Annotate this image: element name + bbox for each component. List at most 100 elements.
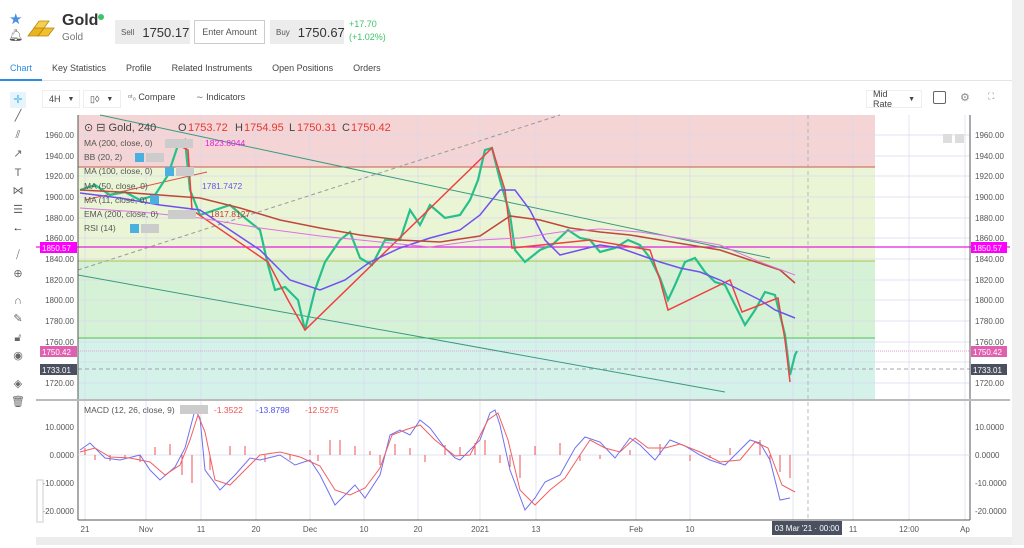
macd-control-icons bbox=[180, 405, 208, 414]
right-scrollbar[interactable] bbox=[1012, 0, 1024, 545]
amount-input[interactable]: Enter Amount bbox=[194, 20, 265, 44]
fib-icon[interactable]: ↗ bbox=[13, 148, 23, 160]
instrument-subtitle: Gold bbox=[62, 32, 84, 43]
svg-text:0.0000: 0.0000 bbox=[975, 451, 1000, 460]
panel-collapse-handle bbox=[36, 479, 44, 523]
study-ema200: EMA (200, close, 0) bbox=[84, 209, 158, 219]
marker-last-right: 1750.42 bbox=[973, 348, 1002, 357]
svg-text:1817.8127: 1817.8127 bbox=[210, 209, 250, 219]
crosshair-icon[interactable]: ✛ bbox=[10, 92, 26, 108]
svg-text:1840.00: 1840.00 bbox=[975, 255, 1004, 264]
pattern-icon[interactable]: ⋈ bbox=[12, 185, 24, 197]
fullscreen-icon[interactable]: ⛶ bbox=[988, 91, 995, 101]
study-control-icons bbox=[130, 139, 196, 233]
sell-button[interactable]: Sell 1750.17 bbox=[115, 20, 190, 44]
svg-text:1753.72: 1753.72 bbox=[188, 122, 228, 134]
change-percent: (+1.02%) bbox=[349, 32, 386, 42]
chart-type-select[interactable]: ▯◊ ▼ bbox=[83, 90, 121, 108]
price-chart-svg[interactable]: ⊙ ⊟ Gold, 240 O 1753.72 H 1754.95 L 1750… bbox=[36, 113, 1010, 543]
zoom-in-icon[interactable]: ⊕ bbox=[13, 268, 23, 280]
back-arrow-icon[interactable]: ← bbox=[12, 222, 24, 234]
zone-red bbox=[78, 115, 875, 167]
snapshot-checkbox[interactable] bbox=[933, 91, 946, 104]
eye-icon[interactable]: ◉ bbox=[13, 350, 23, 362]
study-ma11: MA (11, close, 0) bbox=[84, 195, 147, 205]
timeframe-select[interactable]: 4H ▼ bbox=[42, 90, 80, 108]
svg-text:13: 13 bbox=[532, 525, 541, 534]
tab-related-instruments[interactable]: Related Instruments bbox=[171, 63, 253, 73]
instrument-header: ★ 🔔︎ Gold Gold Sell 1750.17 Enter Amount… bbox=[0, 0, 1024, 52]
svg-text:10.0000: 10.0000 bbox=[975, 423, 1004, 432]
svg-text:-20.0000: -20.0000 bbox=[975, 507, 1007, 516]
svg-text:1754.95: 1754.95 bbox=[244, 122, 284, 134]
svg-text:1880.00: 1880.00 bbox=[45, 214, 74, 223]
macd-value: -13.8798 bbox=[256, 405, 290, 415]
svg-text:H: H bbox=[235, 122, 243, 134]
chevron-down-icon: ▼ bbox=[908, 95, 915, 103]
price-change: +17.70 (+1.02%) bbox=[349, 18, 386, 44]
trash-icon[interactable]: 🗑︎ bbox=[11, 396, 25, 408]
instrument-title: Gold bbox=[62, 12, 99, 29]
svg-text:1880.00: 1880.00 bbox=[975, 214, 1004, 223]
svg-text:1760.00: 1760.00 bbox=[975, 338, 1004, 347]
pitchfork-icon[interactable]: ⫽ bbox=[15, 129, 21, 141]
alert-bell-icon[interactable]: 🔔︎ bbox=[8, 28, 24, 42]
change-absolute: +17.70 bbox=[349, 19, 377, 29]
chevron-down-icon: ▼ bbox=[67, 95, 75, 103]
pencil-lock-icon[interactable]: ✎ bbox=[13, 313, 23, 325]
magnet-icon[interactable]: ∩ bbox=[14, 295, 22, 307]
favorite-star-icon[interactable]: ★ bbox=[9, 11, 23, 28]
sell-label: Sell bbox=[121, 27, 135, 37]
svg-text:10.0000: 10.0000 bbox=[45, 423, 74, 432]
svg-text:-10.0000: -10.0000 bbox=[42, 479, 74, 488]
marker-last-left: 1750.42 bbox=[42, 348, 71, 357]
ruler-icon[interactable]: ⧸ bbox=[16, 249, 20, 261]
measure-icon[interactable]: ☰ bbox=[13, 204, 23, 216]
svg-text:11: 11 bbox=[197, 525, 206, 534]
svg-text:1781.7472: 1781.7472 bbox=[202, 181, 242, 191]
svg-text:10: 10 bbox=[686, 525, 695, 534]
svg-text:1960.00: 1960.00 bbox=[45, 131, 74, 140]
svg-text:1900.00: 1900.00 bbox=[975, 193, 1004, 202]
tab-orders[interactable]: Orders bbox=[353, 63, 381, 73]
gold-bars-icon bbox=[27, 20, 55, 37]
svg-text:Dec: Dec bbox=[303, 525, 317, 534]
svg-text:1900.00: 1900.00 bbox=[45, 193, 74, 202]
svg-text:1750.31: 1750.31 bbox=[297, 122, 337, 134]
svg-text:20: 20 bbox=[252, 525, 261, 534]
chart-toolbar: 4H ▼ ▯◊ ▼ ᵒᵗₒ Compare ∼ Indicators Mid R… bbox=[0, 88, 1010, 110]
svg-text:11: 11 bbox=[849, 525, 858, 534]
timeframe-value: 4H bbox=[49, 94, 61, 104]
svg-text:1780.00: 1780.00 bbox=[45, 317, 74, 326]
compare-button[interactable]: ᵒᵗₒ Compare bbox=[128, 92, 175, 102]
svg-text:1820.00: 1820.00 bbox=[45, 276, 74, 285]
marker-1850-right: 1850.57 bbox=[973, 244, 1002, 253]
indicators-label: Indicators bbox=[206, 92, 246, 102]
lock-icon[interactable]: 🔓︎ bbox=[14, 332, 22, 344]
rate-select[interactable]: Mid Rate ▼ bbox=[866, 89, 922, 109]
tab-chart[interactable]: Chart bbox=[0, 57, 43, 81]
tab-open-positions[interactable]: Open Positions bbox=[272, 63, 334, 73]
svg-text:1750.42: 1750.42 bbox=[351, 122, 391, 134]
svg-text:1940.00: 1940.00 bbox=[975, 152, 1004, 161]
buy-button[interactable]: Buy 1750.67 bbox=[270, 20, 345, 44]
svg-text:10: 10 bbox=[360, 525, 369, 534]
zone-teal bbox=[78, 338, 875, 400]
svg-text:Nov: Nov bbox=[139, 525, 153, 534]
layers-icon[interactable]: ◈ bbox=[13, 378, 23, 390]
svg-text:O: O bbox=[178, 122, 187, 134]
svg-text:L: L bbox=[289, 122, 295, 134]
tab-profile[interactable]: Profile bbox=[126, 63, 152, 73]
study-ma50: MA (50, close, 0) bbox=[84, 181, 148, 191]
text-icon[interactable]: T bbox=[14, 167, 22, 179]
svg-text:1720.00: 1720.00 bbox=[975, 379, 1004, 388]
rate-value: Mid Rate bbox=[873, 89, 893, 109]
marker-cross-left: 1733.01 bbox=[42, 366, 71, 375]
svg-text:0.0000: 0.0000 bbox=[50, 451, 75, 460]
indicators-button[interactable]: ∼ Indicators bbox=[196, 92, 245, 103]
settings-gear-icon[interactable]: ⚙ bbox=[960, 92, 970, 104]
tab-key-statistics[interactable]: Key Statistics bbox=[52, 63, 107, 73]
chart-area[interactable]: ⊙ ⊟ Gold, 240 O 1753.72 H 1754.95 L 1750… bbox=[36, 113, 1010, 543]
svg-text:2021: 2021 bbox=[471, 525, 489, 534]
trendline-icon[interactable]: ╱ bbox=[14, 110, 22, 122]
